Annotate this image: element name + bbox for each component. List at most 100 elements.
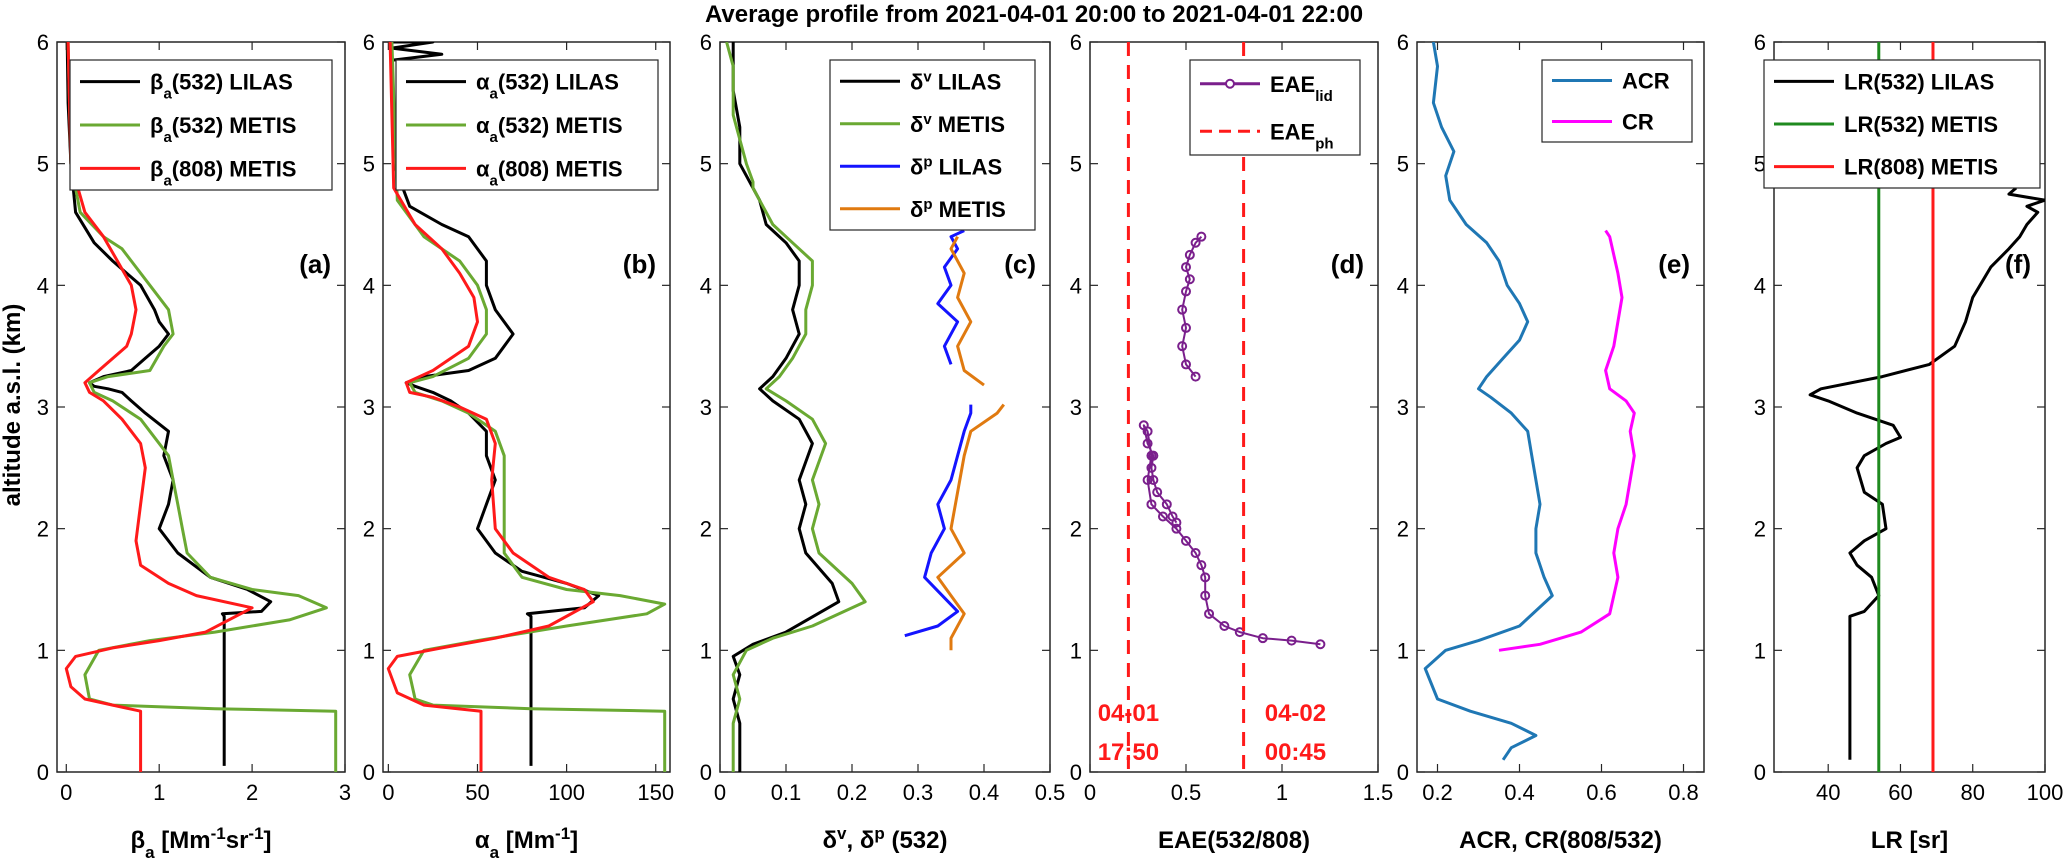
legend: αa(532) LILAS αa(532) METIS αa(808) METIS: [395, 59, 659, 191]
y-tick-label: 5: [363, 152, 375, 177]
legend-label: αa(808) METIS: [476, 156, 623, 189]
y-tick-label: 4: [1070, 273, 1082, 298]
y-tick-label: 4: [37, 273, 49, 298]
series-line: [936, 235, 1005, 651]
legend: βa(532) LILAS βa(532) METIS βa(808) METIS: [69, 59, 333, 191]
series-group: [386, 42, 667, 772]
series-line: [64, 42, 254, 772]
legend-box: [829, 59, 1036, 231]
x-axis-label: EAE(532/808): [1158, 827, 1310, 854]
legend-label: LR(808) METIS: [1844, 155, 1998, 180]
data-point: [1181, 322, 1191, 333]
data-point: [1286, 635, 1297, 646]
x-tick-label: 0.4: [1504, 780, 1535, 805]
series-line: [1423, 42, 1554, 761]
data-point: [1257, 633, 1268, 644]
series-group: [725, 42, 1005, 772]
y-tick-label: 2: [37, 517, 49, 542]
y-tick-label: 4: [1754, 273, 1766, 298]
data-point: [1142, 475, 1153, 485]
series-line: [731, 42, 841, 772]
data-point: [1181, 359, 1191, 370]
series-line: [1142, 236, 1321, 646]
legend-box: [1189, 59, 1361, 156]
legend-label: CR: [1622, 110, 1654, 135]
data-point: [1181, 535, 1191, 546]
x-tick-label: 0.2: [1422, 780, 1453, 805]
data-point: [1148, 475, 1159, 485]
data-point: [1200, 572, 1211, 583]
series-line: [725, 42, 867, 772]
y-tick-label: 6: [1397, 30, 1409, 55]
y-tick-label: 3: [700, 395, 712, 420]
y-tick-label: 4: [363, 273, 375, 298]
panel-label: (e): [1658, 249, 1690, 279]
panel-label: (b): [623, 249, 656, 279]
x-tick-label: 0: [382, 780, 394, 805]
y-tick-label: 0: [700, 760, 712, 785]
x-tick-label: 150: [637, 780, 674, 805]
data-point: [1181, 262, 1191, 273]
x-axis-label: LR [sr]: [1871, 827, 1948, 854]
x-tick-label: 80: [1960, 780, 1984, 805]
legend: δv LILAS δv METIS δp LILAS δp METIS: [829, 59, 1036, 231]
data-point: [1148, 450, 1159, 461]
y-tick-label: 1: [700, 638, 712, 663]
data-point: [1234, 627, 1245, 638]
data-point: [1146, 462, 1157, 473]
legend-label: ACR: [1622, 69, 1670, 94]
legend-label: LR(532) METIS: [1844, 112, 1998, 137]
panel-b: 0 1 2 3 4 5 6 0 50 100 150 (b) αa [Mm-1] αa(532) LILA…: [363, 30, 674, 862]
x-tick-label: 0.5: [1171, 780, 1202, 805]
y-tick-label: 1: [37, 638, 49, 663]
y-tick-label: 1: [1070, 638, 1082, 663]
data-point: [1177, 341, 1188, 352]
legend-box: [1541, 59, 1693, 143]
legend-label: EAEph: [1270, 119, 1334, 152]
x-axis-label: δv, δp (532): [822, 824, 947, 855]
x-tick-label: 3: [339, 780, 351, 805]
data-point: [1171, 523, 1182, 534]
y-tick-label: 2: [700, 517, 712, 542]
panel-label: (c): [1004, 249, 1036, 279]
x-tick-label: 60: [1888, 780, 1912, 805]
data-point: [1190, 237, 1201, 248]
panel-label: (d): [1331, 249, 1364, 279]
plot-frame: [1416, 41, 1705, 773]
data-point: [1142, 438, 1153, 449]
x-tick-label: 0.5: [1035, 780, 1066, 805]
y-tick-label: 3: [363, 395, 375, 420]
legend: LR(532) LILAS LR(532) METIS LR(808) METIS: [1763, 59, 2041, 189]
x-tick-label: 50: [465, 780, 489, 805]
legend: ACR CR: [1541, 59, 1693, 143]
legend-label: βa(808) METIS: [150, 156, 296, 189]
y-tick-label: 6: [363, 30, 375, 55]
series-line: [1498, 229, 1636, 652]
legend-label: βa(532) METIS: [150, 113, 296, 146]
y-tick-label: 6: [700, 30, 712, 55]
legend-label: δp METIS: [910, 195, 1006, 222]
x-tick-label: 0.4: [969, 780, 1000, 805]
y-tick-label: 4: [700, 273, 712, 298]
y-tick-label: 0: [363, 760, 375, 785]
x-tick-label: 40: [1816, 780, 1840, 805]
legend-label: δv LILAS: [910, 68, 1001, 95]
x-tick-label: 100: [2027, 780, 2064, 805]
series-line: [386, 42, 595, 772]
legend-label: δv METIS: [910, 110, 1005, 137]
y-tick-label: 3: [37, 395, 49, 420]
legend: EAElid EAEph: [1189, 59, 1361, 156]
data-point: [1161, 499, 1172, 510]
y-tick-label: 0: [1754, 760, 1766, 785]
y-tick-label: 3: [1754, 395, 1766, 420]
y-tick-label: 0: [1397, 760, 1409, 785]
data-point: [1219, 621, 1230, 631]
x-tick-label: 100: [548, 780, 585, 805]
annotation-line1: 04-02: [1265, 700, 1326, 727]
x-tick-label: 0.1: [771, 780, 802, 805]
data-point: [1152, 487, 1163, 498]
annotation-line2: 17:50: [1098, 739, 1159, 766]
y-tick-label: 6: [1070, 30, 1082, 55]
panel-d: 0 1 2 3 4 5 6 0 0.5 1 1.5 (d) 04-01 17:50 04-02 00:45 EA…: [1070, 30, 1394, 854]
